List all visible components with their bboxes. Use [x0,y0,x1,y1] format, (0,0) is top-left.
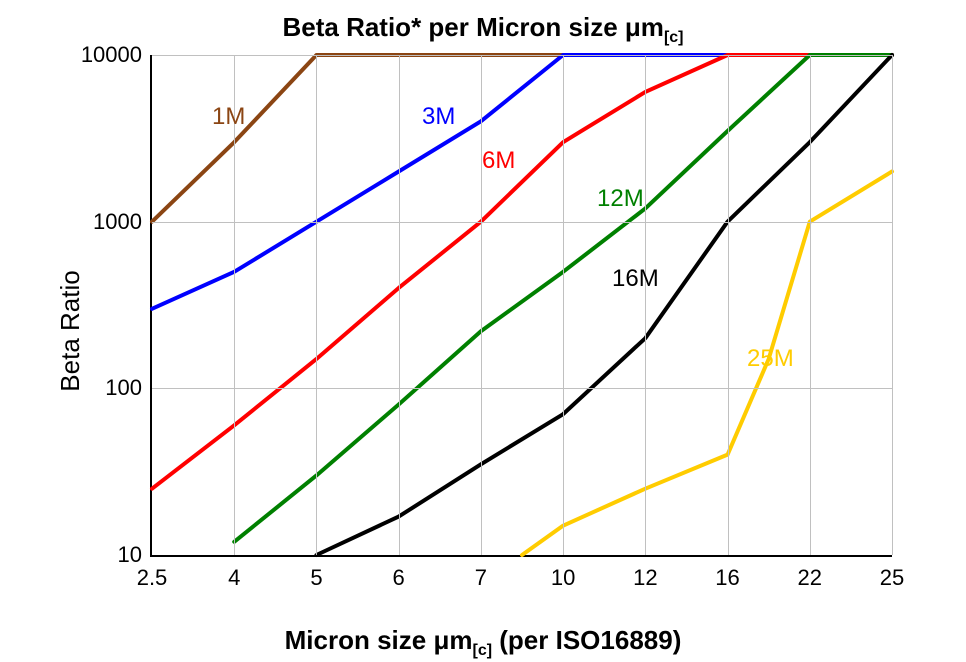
y-tick-label: 100 [105,375,152,401]
x-tick-label: 5 [310,555,322,591]
grid-horizontal [152,55,892,56]
series-label-12M: 12M [597,185,644,213]
x-tick-label: 16 [715,555,739,591]
x-tick-label: 12 [633,555,657,591]
beta-ratio-chart: Beta Ratio* per Micron size μm[c] Beta R… [0,0,966,662]
series-label-1M: 1M [212,103,245,131]
x-tick-label: 6 [393,555,405,591]
grid-vertical [810,55,811,555]
grid-vertical [563,55,564,555]
grid-vertical [645,55,646,555]
grid-horizontal [152,388,892,389]
x-tick-label: 4 [228,555,240,591]
series-16M [316,55,892,555]
y-tick-label: 1000 [93,209,152,235]
series-lines [152,55,892,555]
grid-vertical [728,55,729,555]
plot-area: 2.545671012162225101001000100001M3M6M12M… [150,55,892,557]
y-tick-label: 10 [118,542,152,568]
grid-vertical [316,55,317,555]
y-axis-label: Beta Ratio [55,270,86,391]
series-label-25M: 25M [747,345,794,373]
grid-vertical [892,55,893,555]
grid-vertical [481,55,482,555]
series-25M [522,172,892,556]
grid-vertical [399,55,400,555]
series-label-3M: 3M [422,103,455,131]
series-6M [152,55,892,489]
series-label-6M: 6M [482,147,515,175]
x-tick-label: 7 [475,555,487,591]
y-tick-label: 10000 [81,42,152,68]
x-tick-label: 22 [798,555,822,591]
x-axis-label: Micron size μm[c] (per ISO16889) [0,625,966,660]
x-tick-label: 10 [551,555,575,591]
grid-horizontal [152,222,892,223]
x-tick-label: 25 [880,555,904,591]
series-label-16M: 16M [612,265,659,293]
